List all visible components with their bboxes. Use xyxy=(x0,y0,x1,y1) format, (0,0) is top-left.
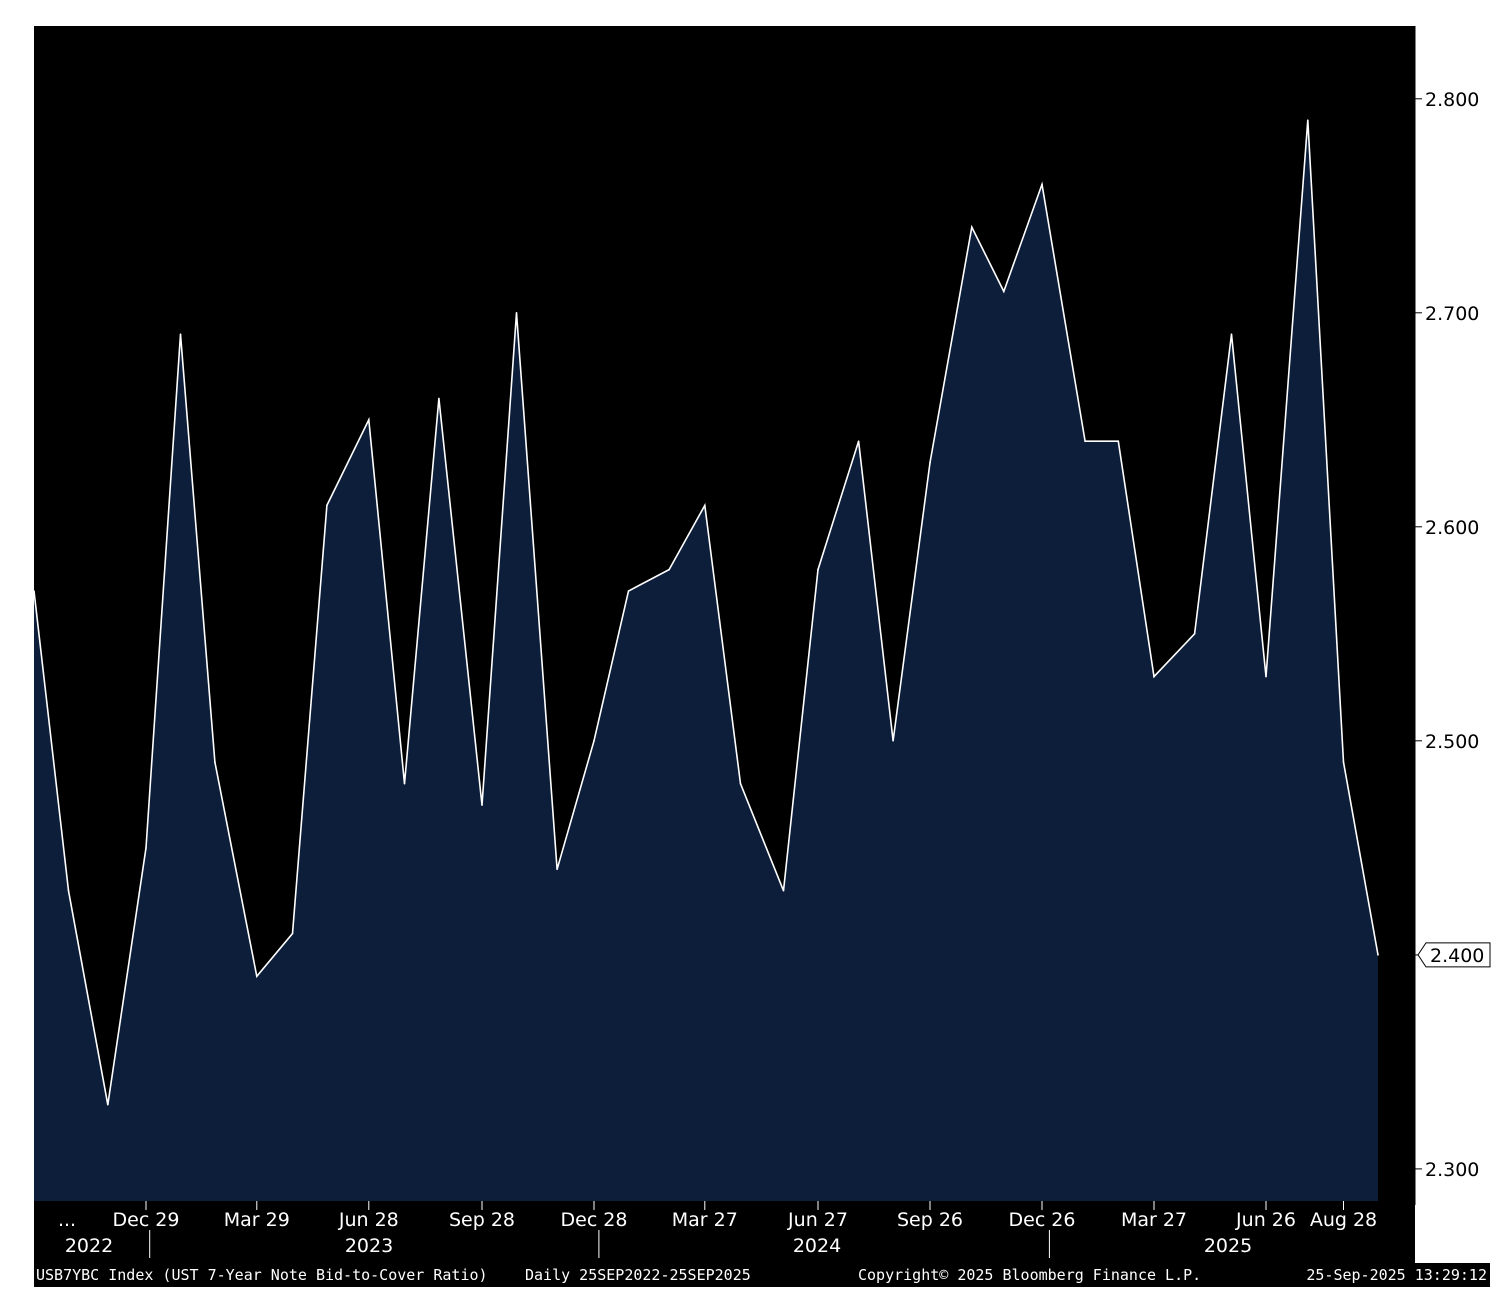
data-point xyxy=(67,889,70,892)
data-point xyxy=(782,889,785,892)
last-value-label: 2.400 xyxy=(1430,945,1484,967)
data-point xyxy=(145,847,147,849)
footer-timestamp: 25-Sep-2025 13:29:12 xyxy=(1306,1266,1487,1284)
data-point xyxy=(1117,440,1120,443)
x-tick-label: Jun 26 xyxy=(1235,1209,1296,1231)
footer-copyright: Copyright© 2025 Bloomberg Finance L.P. xyxy=(858,1266,1201,1284)
data-point xyxy=(255,975,258,978)
x-tick-label: Mar 27 xyxy=(1121,1209,1187,1231)
x-tick-label: Jun 28 xyxy=(338,1209,399,1231)
data-point xyxy=(1377,954,1379,956)
x-tick-label: ... xyxy=(58,1209,76,1231)
x-tick-label: Dec 29 xyxy=(113,1209,180,1231)
x-tick-label: Aug 28 xyxy=(1310,1209,1377,1231)
data-point xyxy=(214,761,216,763)
y-tick-label: 2.300 xyxy=(1425,1159,1479,1181)
series-area xyxy=(34,120,1378,1202)
footer-band xyxy=(34,1263,1490,1287)
data-point xyxy=(817,568,819,571)
data-point xyxy=(1084,440,1086,443)
footer-range: Daily 25SEP2022-25SEP2025 xyxy=(525,1266,751,1284)
data-point xyxy=(368,419,370,421)
y-tick-label: 2.700 xyxy=(1425,303,1479,325)
data-point xyxy=(438,397,440,400)
year-label: 2022 xyxy=(65,1235,113,1257)
series-layer xyxy=(33,119,1379,1202)
x-tick-label: Sep 28 xyxy=(449,1209,515,1231)
year-label: 2023 xyxy=(345,1235,393,1257)
data-point xyxy=(1041,183,1043,186)
data-point xyxy=(739,782,742,785)
data-point xyxy=(668,568,670,571)
data-point xyxy=(481,804,483,806)
data-point xyxy=(326,504,328,507)
data-point xyxy=(403,782,406,785)
x-axis: ... Dec 29 Mar 29 Jun 28 Sep 28 Dec 28 Mar 27 J… xyxy=(58,1201,1377,1258)
data-point xyxy=(515,312,518,314)
data-point xyxy=(1342,761,1345,763)
data-point xyxy=(1265,675,1267,678)
y-tick-label: 2.500 xyxy=(1425,731,1479,753)
x-tick-label: Jun 27 xyxy=(787,1209,848,1231)
data-point xyxy=(627,590,630,592)
data-point xyxy=(1003,290,1005,293)
data-point xyxy=(291,932,294,935)
data-point xyxy=(704,504,706,507)
x-tick-label: Dec 28 xyxy=(561,1209,628,1231)
data-point xyxy=(857,440,860,443)
data-point xyxy=(1307,119,1309,121)
data-point xyxy=(929,461,931,464)
data-point xyxy=(1193,633,1196,635)
x-tick-label: Mar 27 xyxy=(672,1209,738,1231)
data-point xyxy=(892,740,894,742)
footer-series: USB7YBC Index (UST 7-Year Note Bid-to-Co… xyxy=(36,1266,488,1284)
y-tick-label: 2.600 xyxy=(1425,517,1479,539)
y-tick-label: 2.800 xyxy=(1425,89,1479,111)
x-tick-label: Sep 26 xyxy=(897,1209,963,1231)
data-point xyxy=(593,740,595,742)
x-axis-band xyxy=(34,1201,1415,1263)
data-point xyxy=(971,226,973,228)
data-point xyxy=(179,333,182,336)
last-value-marker xyxy=(1417,942,1491,968)
data-point xyxy=(1153,675,1155,678)
x-tick-label: Dec 26 xyxy=(1009,1209,1076,1231)
data-point xyxy=(556,868,558,871)
data-point xyxy=(1230,333,1233,336)
data-point xyxy=(107,1103,109,1106)
data-point xyxy=(33,590,35,592)
x-tick-label: Mar 29 xyxy=(224,1209,290,1231)
year-label: 2025 xyxy=(1204,1235,1252,1257)
year-label: 2024 xyxy=(793,1235,841,1257)
